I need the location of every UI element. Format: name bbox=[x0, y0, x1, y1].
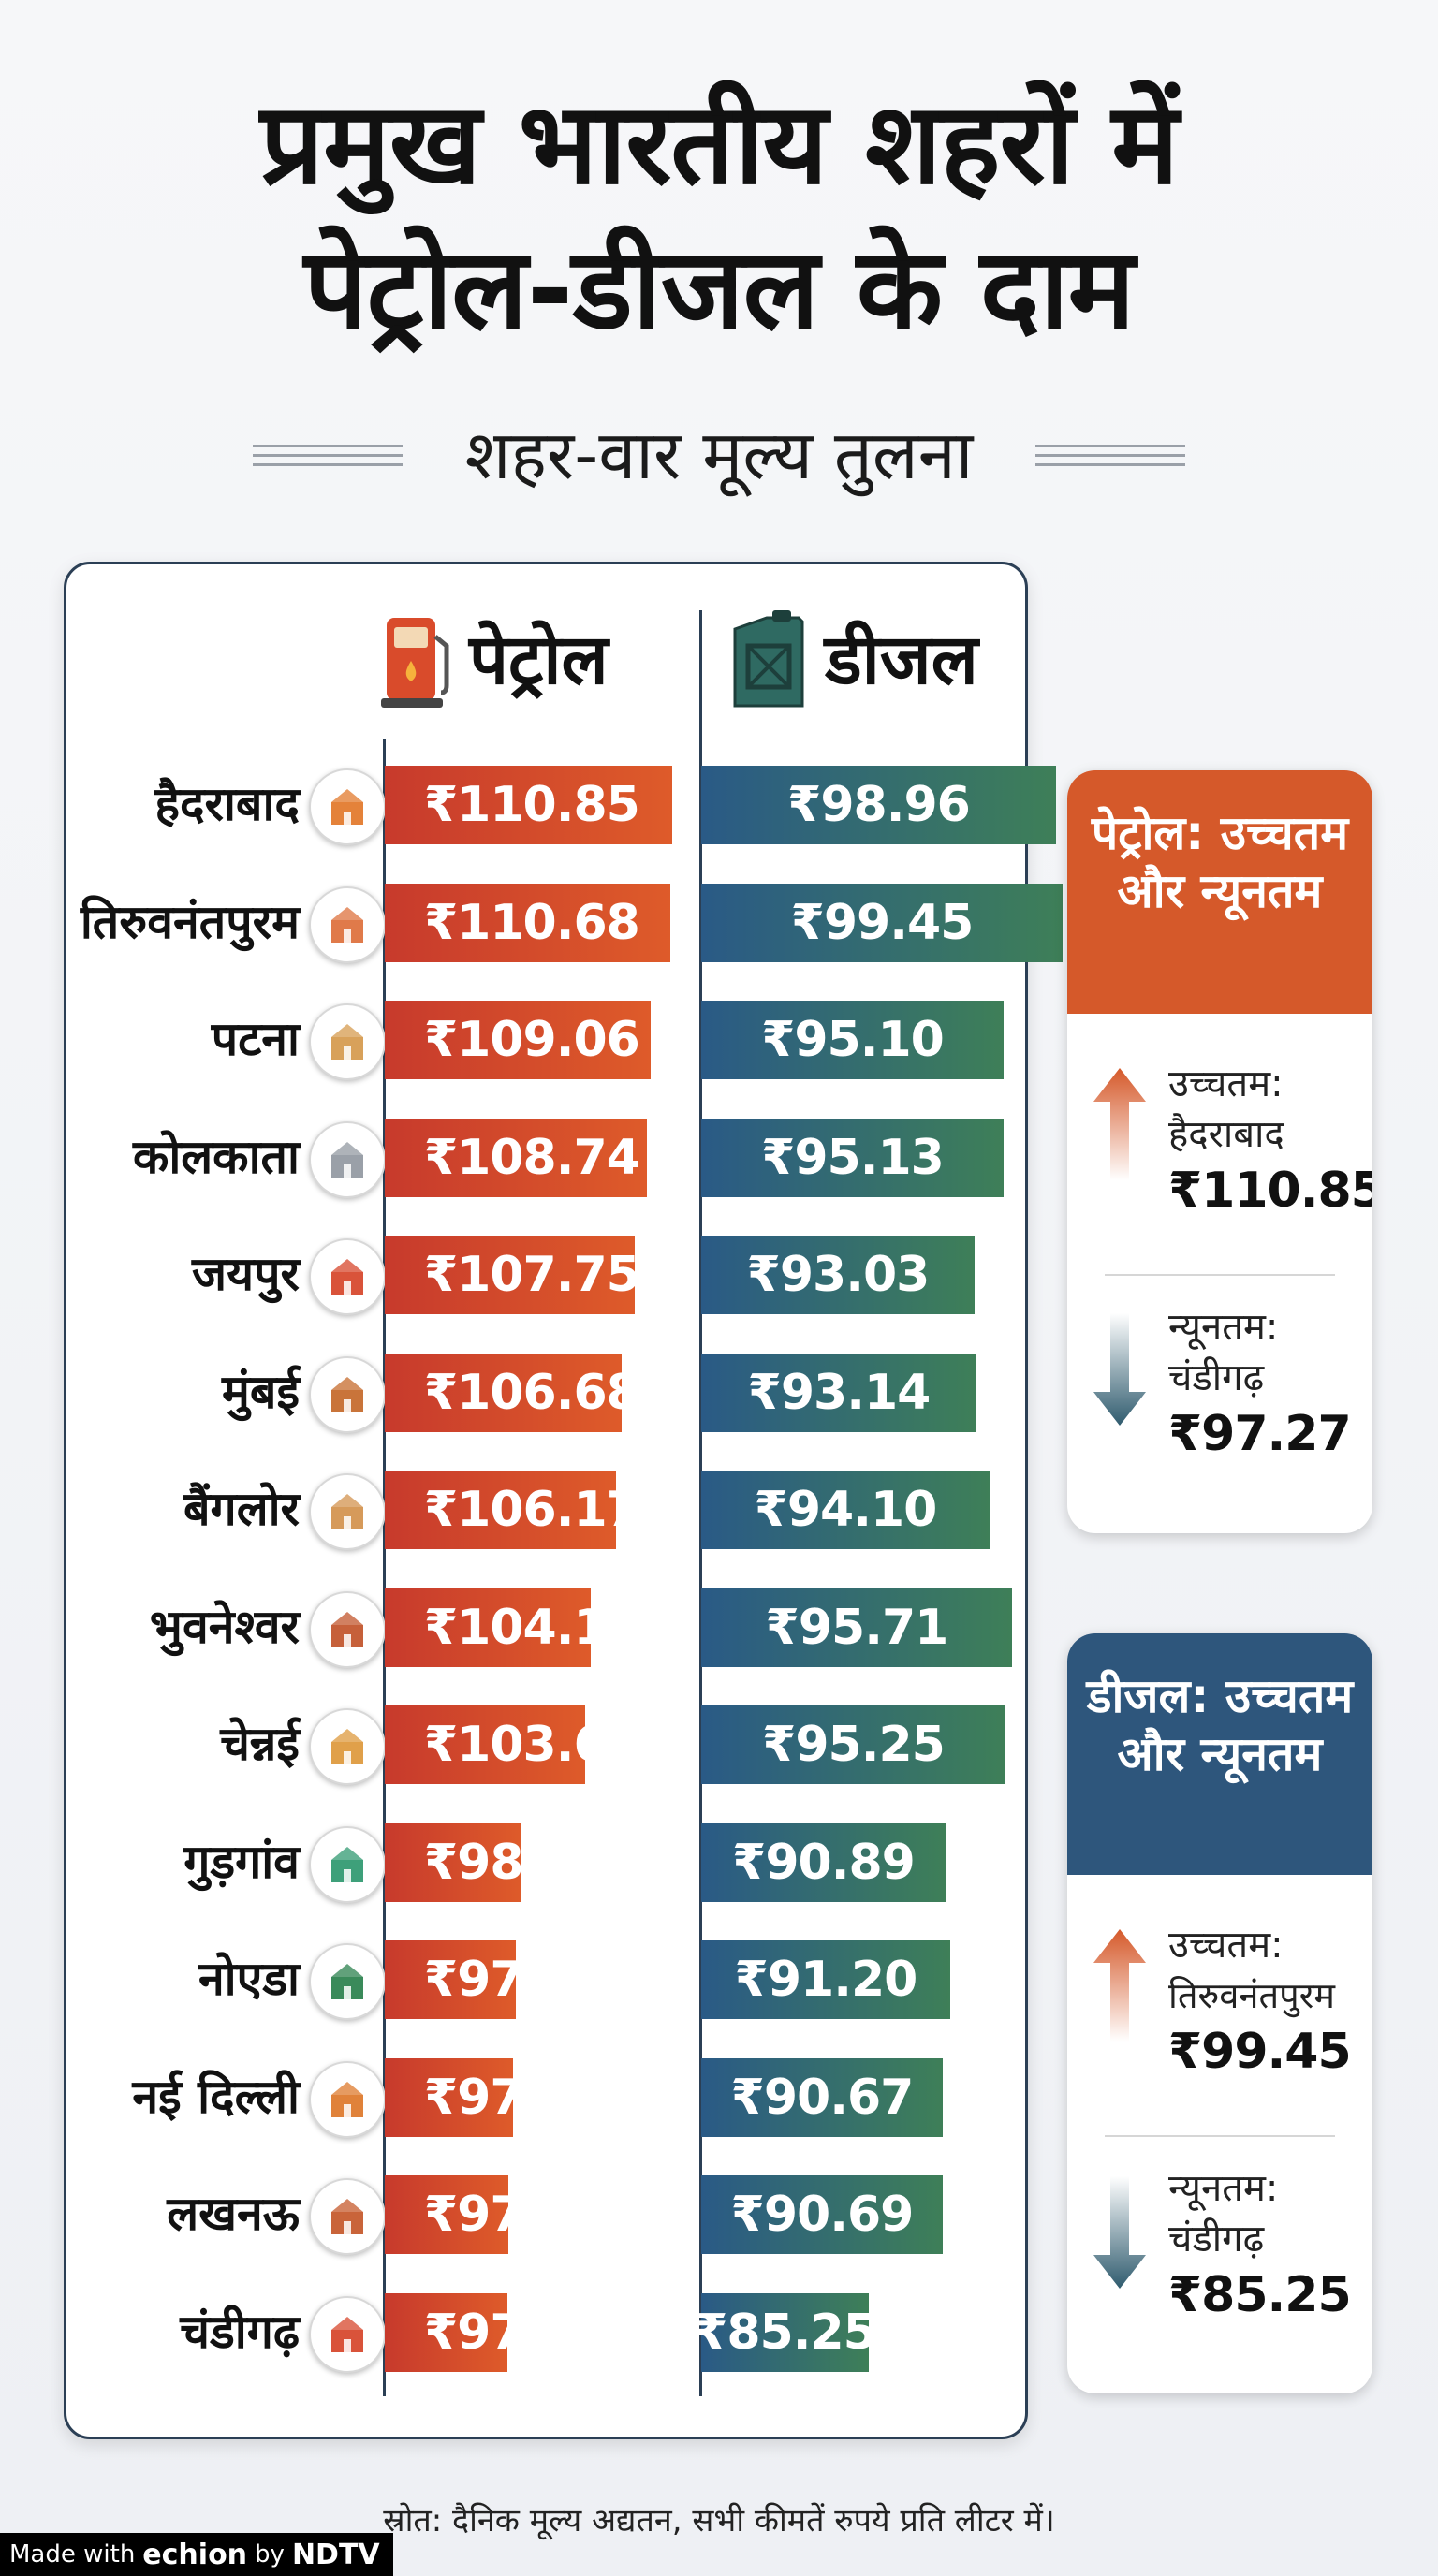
diesel-axis-line bbox=[699, 610, 702, 2396]
brand-echion: echion bbox=[142, 2538, 248, 2571]
diesel-bar: ₹90.89 bbox=[701, 1822, 946, 1902]
diesel-column-header: डीजल bbox=[726, 608, 978, 711]
petrol-bar: ₹97.97 bbox=[385, 1940, 608, 2019]
city-label: चंडीगढ़ bbox=[180, 2304, 300, 2359]
memorial-icon bbox=[309, 1120, 386, 1198]
palace-icon bbox=[309, 886, 386, 963]
temple-icon bbox=[309, 1003, 386, 1080]
petrol-bar: ₹110.68 bbox=[385, 883, 670, 962]
petrol-bar: ₹107.75 bbox=[385, 1236, 640, 1314]
city-label: कोलकाता bbox=[132, 1129, 300, 1184]
diesel-low-city: चंडीगढ़ bbox=[1168, 2217, 1265, 2261]
diesel-bar: ₹93.14 bbox=[701, 1353, 976, 1432]
city-label: तिरुवनंतपुरम bbox=[80, 894, 300, 949]
diesel-bar: ₹85.25 bbox=[694, 2292, 877, 2372]
petrol-high-city: हैदराबाद bbox=[1168, 1113, 1284, 1156]
petrol-bar: ₹106.17 bbox=[385, 1471, 640, 1549]
diesel-bar: ₹95.71 bbox=[701, 1588, 1012, 1667]
city-label: भुवनेश्वर bbox=[149, 1599, 300, 1654]
source-note: स्रोत: दैनिक मूल्य अद्यतन, सभी कीमतें रु… bbox=[383, 2502, 1055, 2539]
subtitle-row: शहर-वार मूल्य तुलना bbox=[0, 412, 1438, 505]
diesel-bar: ₹95.13 bbox=[701, 1118, 1004, 1197]
petrol-high-value: ₹110.85 bbox=[1168, 1163, 1372, 1219]
jerrycan-icon bbox=[733, 610, 804, 708]
divider bbox=[1105, 2135, 1335, 2137]
page-title-line1: प्रमुख भारतीय शहरों में bbox=[259, 80, 1179, 210]
arrow-up-icon bbox=[1093, 1929, 1146, 2042]
gateway-icon bbox=[309, 768, 386, 845]
diesel-high-city: तिरुवनंतपुरम bbox=[1168, 1975, 1335, 2016]
diesel-low-label: न्यूनतम: bbox=[1168, 2167, 1279, 2210]
petrol-bar: ₹109.06 bbox=[385, 1001, 651, 1079]
brand-ndtv: NDTV bbox=[291, 2538, 380, 2571]
temple-icon bbox=[309, 1590, 386, 1668]
india-gate-icon bbox=[309, 2060, 386, 2138]
decorative-lines-left bbox=[253, 438, 403, 473]
arrow-down-icon bbox=[1093, 1313, 1146, 1426]
city-label: नई दिल्ली bbox=[132, 2069, 300, 2124]
gateway-arch-icon bbox=[309, 1355, 386, 1433]
petrol-summary-card: पेट्रोल: उच्चतम और न्यूनतम उच्चतम: हैदरा… bbox=[1067, 770, 1372, 1533]
city-label: गुड़गांव bbox=[183, 1834, 300, 1889]
diesel-bar: ₹91.20 bbox=[701, 1940, 950, 2019]
diesel-bar: ₹90.69 bbox=[701, 2175, 943, 2254]
diesel-bar: ₹95.25 bbox=[701, 1705, 1005, 1784]
diesel-bar: ₹90.67 bbox=[701, 2057, 943, 2137]
mosque-icon bbox=[309, 2178, 386, 2255]
petrol-card-title: पेट्रोल: उच्चतम और न्यूनतम bbox=[1067, 770, 1372, 1014]
petrol-bar: ₹108.74 bbox=[385, 1118, 647, 1197]
petrol-bar: ₹103.67 bbox=[385, 1705, 640, 1784]
petrol-low-city: चंडीगढ़ bbox=[1168, 1356, 1265, 1399]
petrol-bar: ₹97.77 bbox=[385, 2057, 608, 2137]
diesel-bar: ₹93.03 bbox=[701, 1236, 975, 1314]
brand-by: by bbox=[255, 2540, 285, 2569]
diesel-bar: ₹99.45 bbox=[701, 883, 1063, 962]
arrow-up-icon bbox=[1093, 1068, 1146, 1180]
petrol-low-label: न्यूनतम: bbox=[1168, 1306, 1279, 1349]
decorative-lines-right bbox=[1035, 438, 1185, 473]
factory-icon bbox=[309, 2295, 386, 2373]
diesel-high-label: उच्चतम: bbox=[1168, 1924, 1284, 1967]
diesel-high-value: ₹99.45 bbox=[1168, 2024, 1352, 2080]
arch-icon bbox=[309, 1943, 386, 2020]
petrol-high-label: उच्चतम: bbox=[1168, 1062, 1284, 1105]
building-icon bbox=[309, 1825, 386, 1903]
city-label: पटना bbox=[211, 1012, 300, 1066]
petrol-bar: ₹106.68 bbox=[385, 1353, 640, 1432]
subtitle: शहर-वार मूल्य तुलना bbox=[464, 416, 974, 494]
city-label: नोएडा bbox=[198, 1952, 300, 2006]
petrol-low-value: ₹97.27 bbox=[1168, 1406, 1352, 1462]
city-label: बैंगलोर bbox=[183, 1482, 300, 1536]
fort-icon bbox=[309, 1238, 386, 1315]
city-label: चेन्नई bbox=[220, 1717, 300, 1771]
petrol-column-label: पेट्रोल bbox=[469, 620, 609, 700]
petrol-bar: ₹110.85 bbox=[385, 766, 672, 844]
arrow-down-icon bbox=[1093, 2176, 1146, 2289]
diesel-card-title: डीजल: उच्चतम और न्यूनतम bbox=[1067, 1633, 1372, 1875]
petrol-bar: ₹104.16 bbox=[385, 1588, 640, 1667]
palace-icon bbox=[309, 1473, 386, 1550]
diesel-column-label: डीजल bbox=[825, 620, 978, 700]
brand-strip: Made with echion by NDTV bbox=[0, 2533, 393, 2576]
divider bbox=[1105, 1274, 1335, 1276]
temple-icon bbox=[309, 1708, 386, 1785]
petrol-bar: ₹98.42 bbox=[385, 1822, 608, 1902]
diesel-bar: ₹98.96 bbox=[701, 766, 1056, 844]
city-label: हैदराबाद bbox=[154, 777, 300, 831]
diesel-low-value: ₹85.25 bbox=[1168, 2267, 1352, 2323]
brand-made-with: Made with bbox=[9, 2540, 136, 2569]
diesel-bar: ₹95.10 bbox=[701, 1001, 1004, 1079]
city-label: लखनऊ bbox=[167, 2187, 300, 2241]
petrol-bar: ₹97.39 bbox=[385, 2175, 608, 2254]
petrol-axis-line bbox=[383, 739, 386, 2396]
diesel-bar: ₹94.10 bbox=[701, 1471, 990, 1549]
diesel-summary-card: डीजल: उच्चतम और न्यूनतम उच्चतम: तिरुवनंत… bbox=[1067, 1633, 1372, 2393]
city-label: मुंबई bbox=[222, 1364, 300, 1419]
petrol-column-header: पेट्रोल bbox=[379, 608, 609, 711]
page-title-line2: पेट्रोल-डीजल के दाम bbox=[303, 225, 1136, 355]
city-label: जयपुर bbox=[192, 1247, 300, 1301]
fuel-pump-icon bbox=[381, 618, 449, 708]
petrol-bar: ₹97.27 bbox=[385, 2292, 608, 2372]
